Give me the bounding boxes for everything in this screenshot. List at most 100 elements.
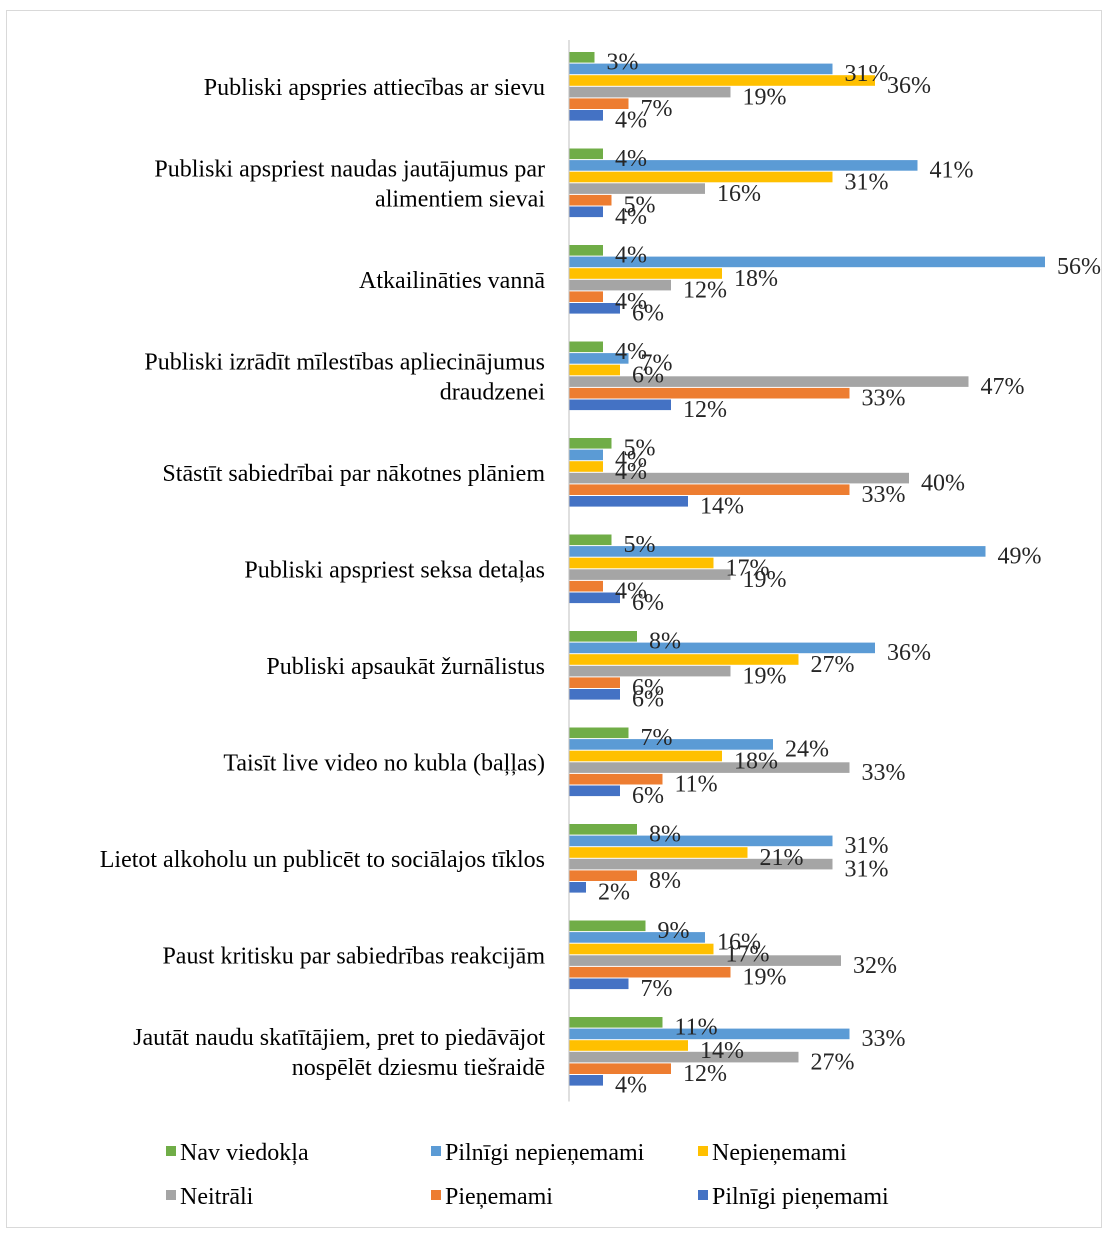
bar-6: [569, 592, 620, 604]
data-label: 21%: [760, 845, 804, 871]
data-label: 16%: [717, 181, 761, 207]
data-label: 4%: [615, 146, 647, 172]
data-label: 7%: [641, 351, 673, 377]
data-label: 19%: [743, 965, 787, 991]
legend-item: Pilnīgi pieņemami: [698, 1184, 889, 1210]
data-label: 31%: [845, 833, 889, 859]
data-label: 33%: [862, 386, 906, 412]
bar-2: [569, 932, 705, 943]
category-label: draudzenei: [440, 379, 546, 405]
category-label: Atkailināties vannā: [359, 268, 545, 294]
bar-4: [569, 1051, 799, 1063]
bar-3: [569, 75, 875, 86]
bar-5: [569, 484, 850, 495]
bar-2: [569, 449, 603, 461]
data-label: 47%: [981, 374, 1025, 400]
data-label: 36%: [887, 73, 931, 99]
bar-2: [569, 256, 1045, 268]
data-label: 7%: [641, 725, 673, 751]
category-label: Lietot alkoholu un publicēt to sociālajo…: [100, 847, 545, 873]
bar-6: [569, 689, 620, 700]
category-label: Taisīt live video no kubla (baļļas): [223, 750, 545, 776]
legend-item: Pieņemami: [431, 1184, 553, 1210]
chart-frame: [6, 10, 1102, 1228]
bar-2: [569, 63, 833, 75]
legend-item: Pilnīgi nepieņemami: [431, 1140, 645, 1166]
data-label: 8%: [649, 868, 681, 894]
data-label: 18%: [734, 266, 778, 292]
legend-label: Pilnīgi pieņemami: [712, 1184, 889, 1210]
bar-1: [569, 341, 603, 353]
legend-swatch: [431, 1190, 441, 1200]
bar-4: [569, 279, 671, 291]
legend-swatch: [431, 1146, 441, 1156]
bar-3: [569, 461, 603, 472]
data-label: 27%: [811, 652, 855, 678]
bar-6: [569, 110, 603, 121]
bar-1: [569, 920, 646, 932]
data-label: 27%: [811, 1049, 855, 1075]
category-labels-layer: Publiski apspries attiecības ar sievu Pub…: [100, 75, 546, 1081]
data-label: 40%: [921, 470, 965, 496]
bar-5: [569, 291, 603, 302]
data-label: 12%: [683, 277, 727, 303]
bar-2: [569, 1028, 850, 1040]
data-label: 31%: [845, 169, 889, 195]
data-label: 4%: [615, 459, 647, 485]
bar-4: [569, 955, 841, 966]
data-label: 41%: [930, 158, 974, 184]
data-label: 31%: [845, 61, 889, 87]
data-label: 12%: [683, 397, 727, 423]
bar-1: [569, 824, 637, 835]
bar-3: [569, 750, 722, 762]
data-label: 32%: [853, 953, 897, 979]
bar-4: [569, 569, 731, 580]
data-label: 4%: [615, 447, 647, 473]
bars-layer: [569, 52, 1045, 1086]
bar-1: [569, 631, 637, 642]
bar-3: [569, 943, 714, 955]
category-label: Publiski apsaukāt žurnālistus: [266, 654, 545, 680]
bar-5: [569, 387, 850, 399]
bar-1: [569, 52, 595, 63]
bar-5: [569, 194, 612, 206]
bar-1: [569, 438, 612, 449]
legend-item: Nepieņemami: [698, 1140, 847, 1166]
data-label: 6%: [632, 362, 664, 388]
data-label: 8%: [649, 822, 681, 848]
bar-6: [569, 1075, 603, 1086]
bar-1: [569, 245, 603, 256]
legend-swatch: [698, 1146, 708, 1156]
category-label: Publiski izrādīt mīlestības apliecinājum…: [144, 349, 545, 375]
bar-1: [569, 1017, 663, 1028]
data-label: 19%: [743, 663, 787, 689]
bar-6: [569, 882, 586, 893]
data-label: 11%: [675, 1015, 718, 1041]
category-label: Publiski apspriest seksa detaļas: [244, 557, 545, 583]
bar-3: [569, 654, 799, 665]
legend-swatch: [166, 1146, 176, 1156]
bar-4: [569, 665, 731, 677]
data-label: 3%: [607, 50, 639, 76]
bar-5: [569, 98, 629, 109]
bar-5: [569, 677, 620, 688]
category-label: alimentiem sievai: [375, 186, 545, 212]
data-label: 24%: [785, 737, 829, 763]
data-label: 4%: [615, 289, 647, 315]
data-label: 19%: [743, 84, 787, 110]
category-label: nospēlēt dziesmu tiešraidē: [292, 1055, 545, 1081]
bar-4: [569, 183, 705, 194]
data-label: 17%: [726, 555, 770, 581]
legend-label: Nepieņemami: [712, 1140, 847, 1166]
data-label: 12%: [683, 1061, 727, 1087]
data-label: 14%: [700, 494, 744, 520]
bar-3: [569, 171, 833, 183]
data-labels-layer: 3% 31%36%19%7%4%4% 41%31%16%5%4%4% 56%18%12…: [598, 50, 1101, 1099]
bar-1: [569, 534, 612, 546]
bar-2: [569, 160, 918, 171]
data-label: 7%: [641, 96, 673, 122]
bar-6: [569, 399, 671, 411]
bar-2: [569, 642, 875, 654]
category-label: Stāstīt sabiedrībai par nākotnes plāniem: [162, 461, 545, 487]
data-label: 18%: [734, 748, 778, 774]
